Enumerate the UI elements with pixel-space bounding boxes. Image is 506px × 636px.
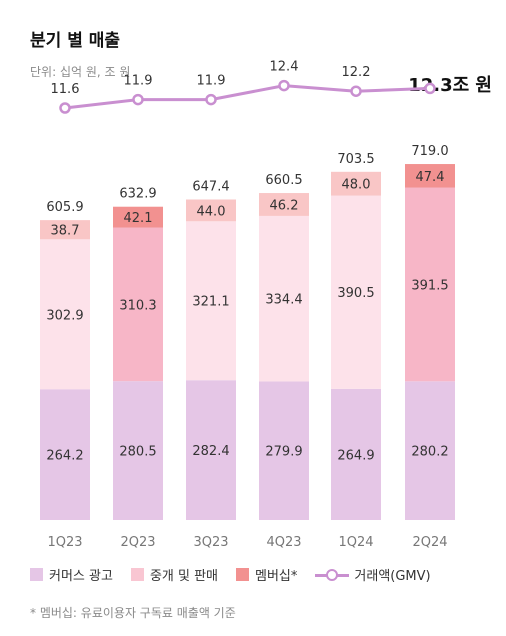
- legend-label-membership: 멤버십*: [255, 569, 298, 584]
- chart-title: 분기 별 매출: [30, 31, 121, 51]
- bar-value-label: 46.2: [270, 198, 299, 213]
- bar-value-label: 310.3: [119, 298, 156, 313]
- bar-segment-1Q23-1: [40, 239, 90, 390]
- bar-total-label: 647.4: [192, 179, 229, 194]
- bar-value-label: 280.2: [411, 445, 448, 460]
- gmv-value-label: 12.2: [342, 65, 371, 80]
- legend-label-gmv: 거래액(GMV): [354, 569, 431, 584]
- bar-value-label: 279.9: [265, 445, 302, 460]
- bar-value-label: 38.7: [51, 224, 80, 239]
- bar-total-label: 719.0: [411, 144, 448, 159]
- bar-segment-3Q23-0: [186, 380, 236, 520]
- footnote: * 멤버십: 유료이용자 구독료 매출액 기준: [30, 606, 236, 620]
- bar-segment-1Q24-1: [331, 195, 381, 389]
- quarterly-revenue-chart: 264.2 302.9 38.7 605.9 1Q23 280.5 310.3 42.1 632…: [40, 60, 455, 550]
- bar-segment-2Q24-0: [405, 381, 455, 520]
- legend-label-brokerage-sales: 중개 및 판매: [149, 569, 219, 584]
- bar-value-label: 280.5: [119, 445, 156, 460]
- legend: 커머스 광고 중개 및 판매 멤버십* 거래액(GMV): [30, 565, 449, 584]
- x-tick-label: 3Q23: [193, 535, 228, 550]
- bar-segment-3Q23-2: [186, 199, 236, 222]
- bar-segment-2Q23-2: [113, 206, 163, 228]
- bar-value-label: 48.0: [342, 178, 371, 193]
- bar-total-label: 703.5: [337, 152, 374, 167]
- legend-item-gmv: 거래액(GMV): [315, 565, 431, 584]
- gmv-point: [132, 93, 144, 106]
- bar-value-label: 391.5: [411, 278, 448, 293]
- bar-total-label: 632.9: [119, 187, 156, 202]
- bar-segment-2Q24-2: [405, 164, 455, 188]
- bar-segment-4Q23-0: [259, 381, 309, 520]
- legend-item-membership: 멤버십*: [236, 565, 297, 584]
- bar-value-label: 282.4: [192, 444, 229, 459]
- x-tick-label: 2Q23: [120, 535, 155, 550]
- bar-value-label: 334.4: [265, 293, 302, 308]
- gmv-value-label: 11.9: [124, 74, 153, 89]
- gmv-value-label: 11.9: [197, 74, 226, 89]
- bar-value-label: 321.1: [192, 295, 229, 310]
- bar-value-label: 42.1: [124, 211, 153, 226]
- bar-segment-3Q23-1: [186, 221, 236, 381]
- legend-item-commerce-ads: 커머스 광고: [30, 565, 113, 584]
- bar-total-label: 660.5: [265, 173, 302, 188]
- bar-segment-1Q24-0: [331, 388, 381, 520]
- bar-value-label: 47.4: [416, 170, 445, 185]
- bar-value-label: 264.9: [337, 448, 374, 463]
- bar-segment-2Q24-1: [405, 187, 455, 382]
- bar-segment-2Q23-1: [113, 227, 163, 382]
- bar-value-label: 390.5: [337, 286, 374, 301]
- bar-segment-4Q23-1: [259, 215, 309, 382]
- x-tick-label: 1Q24: [338, 535, 373, 550]
- legend-item-brokerage-sales: 중개 및 판매: [130, 565, 219, 584]
- x-tick-label: 4Q23: [266, 535, 301, 550]
- bar-value-label: 264.2: [46, 449, 83, 464]
- gmv-line: [64, 84, 431, 110]
- bar-segment-1Q23-0: [40, 389, 90, 520]
- legend-label-commerce-ads: 커머스 광고: [49, 569, 113, 584]
- bar-value-label: 302.9: [46, 308, 83, 323]
- gmv-point: [424, 82, 436, 95]
- legend-swatch-commerce-ads: [30, 568, 43, 581]
- bar-segment-2Q23-0: [113, 381, 163, 520]
- x-tick-label: 2Q24: [412, 535, 447, 550]
- legend-line-gmv-icon: [315, 568, 350, 582]
- bar-segment-1Q24-2: [331, 171, 381, 196]
- gmv-value-label: 12.4: [270, 60, 299, 75]
- gmv-point: [205, 93, 217, 106]
- gmv-point: [278, 79, 290, 92]
- bar-value-label: 44.0: [197, 204, 226, 219]
- bar-segment-4Q23-2: [259, 193, 309, 216]
- bar-total-label: 605.9: [46, 200, 83, 215]
- bar-segment-1Q23-2: [40, 220, 90, 240]
- unit-label: 단위: 십억 원, 조 원: [30, 65, 131, 79]
- gmv-point: [350, 85, 362, 97]
- gmv-value-label: 11.6: [51, 82, 80, 97]
- legend-swatch-brokerage-sales: [130, 568, 144, 581]
- gmv-point: [59, 102, 71, 114]
- legend-swatch-membership: [236, 568, 250, 581]
- x-tick-label: 1Q23: [47, 535, 82, 550]
